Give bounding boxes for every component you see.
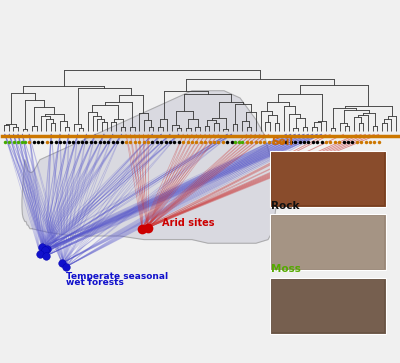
Bar xyxy=(270,278,386,334)
Bar xyxy=(272,216,384,269)
Bar xyxy=(270,214,386,270)
Text: Soil: Soil xyxy=(271,137,293,147)
Bar xyxy=(272,152,384,205)
Text: Temperate seasonal: Temperate seasonal xyxy=(66,272,168,281)
Text: Arid sites: Arid sites xyxy=(162,218,214,228)
Bar xyxy=(272,280,384,332)
Polygon shape xyxy=(22,91,278,243)
Text: Rock: Rock xyxy=(271,200,300,211)
Text: wet forests: wet forests xyxy=(66,278,124,287)
Text: Moss: Moss xyxy=(271,264,301,274)
Bar xyxy=(270,151,386,207)
